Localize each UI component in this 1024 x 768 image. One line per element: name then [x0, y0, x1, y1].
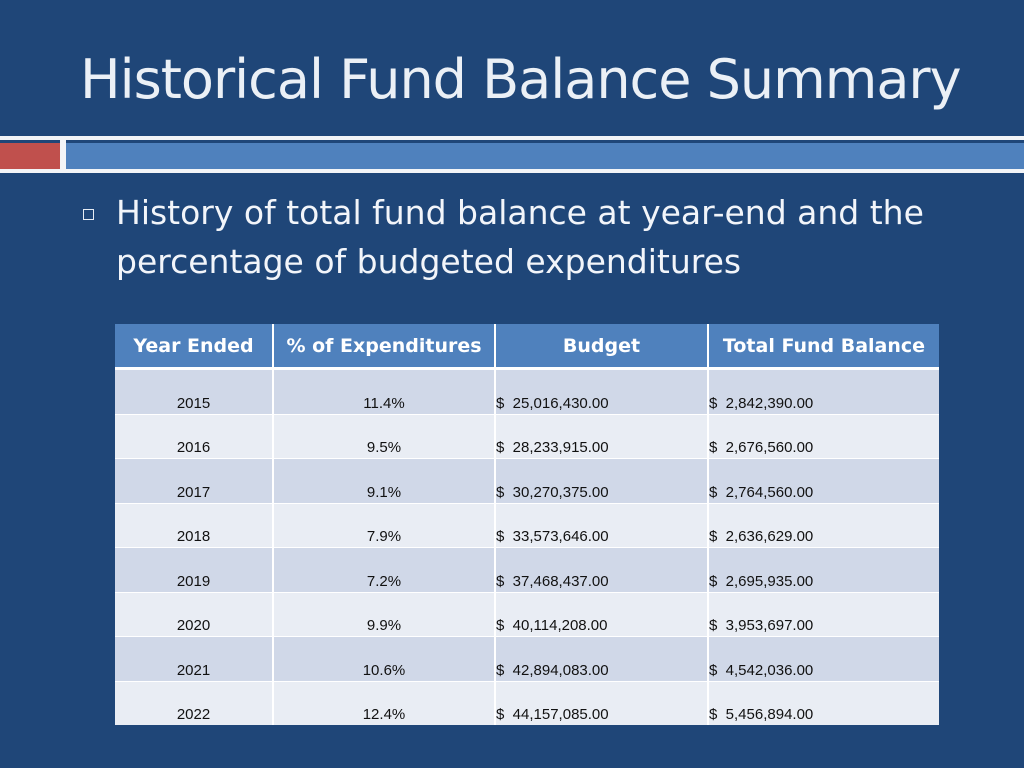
cell-pct: 12.4% — [273, 680, 496, 725]
header-budget: Budget — [495, 324, 709, 370]
cell-budget: $ 25,016,430.00 — [495, 368, 709, 414]
cell-budget: $ 44,157,085.00 — [495, 680, 709, 725]
cell-year: 2020 — [115, 591, 274, 637]
cell-balance: $ 4,542,036.00 — [708, 636, 939, 681]
table-header-row: Year Ended % of Expenditures Budget Tota… — [115, 324, 939, 370]
fund-balance-table: Year Ended % of Expenditures Budget Tota… — [115, 324, 939, 725]
cell-budget: $ 30,270,375.00 — [495, 458, 709, 503]
accent-bar-blue — [66, 143, 1024, 169]
cell-balance: $ 3,953,697.00 — [708, 591, 939, 637]
cell-pct: 10.6% — [273, 636, 496, 681]
accent-bar-gap — [60, 140, 66, 172]
cell-year: 2016 — [115, 413, 274, 459]
table-row: 2021 10.6% $ 42,894,083.00 $ 4,542,036.0… — [115, 636, 939, 681]
title-divider-bottom — [0, 169, 1024, 173]
cell-year: 2021 — [115, 636, 274, 681]
table-row: 2018 7.9% $ 33,573,646.00 $ 2,636,629.00 — [115, 502, 939, 548]
cell-balance: $ 2,636,629.00 — [708, 502, 939, 548]
table-row: 2022 12.4% $ 44,157,085.00 $ 5,456,894.0… — [115, 680, 939, 725]
bullet-text: History of total fund balance at year-en… — [116, 193, 924, 281]
cell-year: 2015 — [115, 368, 274, 414]
header-year-ended: Year Ended — [115, 324, 274, 370]
cell-budget: $ 37,468,437.00 — [495, 547, 709, 592]
title-divider-top — [0, 136, 1024, 140]
table-row: 2016 9.5% $ 28,233,915.00 $ 2,676,560.00 — [115, 413, 939, 459]
cell-budget: $ 33,573,646.00 — [495, 502, 709, 548]
table-row: 2015 11.4% $ 25,016,430.00 $ 2,842,390.0… — [115, 368, 939, 414]
cell-budget: $ 40,114,208.00 — [495, 591, 709, 637]
cell-balance: $ 2,676,560.00 — [708, 413, 939, 459]
cell-pct: 9.9% — [273, 591, 496, 637]
cell-pct: 7.9% — [273, 502, 496, 548]
header-pct-expenditures: % of Expenditures — [273, 324, 496, 370]
table-row: 2020 9.9% $ 40,114,208.00 $ 3,953,697.00 — [115, 591, 939, 637]
cell-year: 2022 — [115, 680, 274, 725]
cell-balance: $ 2,695,935.00 — [708, 547, 939, 592]
cell-year: 2019 — [115, 547, 274, 592]
cell-balance: $ 2,842,390.00 — [708, 368, 939, 414]
header-total-fund-balance: Total Fund Balance — [708, 324, 939, 370]
cell-budget: $ 28,233,915.00 — [495, 413, 709, 459]
cell-budget: $ 42,894,083.00 — [495, 636, 709, 681]
slide-title: Historical Fund Balance Summary — [80, 48, 962, 111]
accent-bar-red — [0, 143, 60, 169]
cell-pct: 7.2% — [273, 547, 496, 592]
cell-pct: 9.1% — [273, 458, 496, 503]
bullet-square-icon — [83, 209, 94, 220]
table-row: 2017 9.1% $ 30,270,375.00 $ 2,764,560.00 — [115, 458, 939, 503]
cell-year: 2018 — [115, 502, 274, 548]
cell-pct: 9.5% — [273, 413, 496, 459]
table-row: 2019 7.2% $ 37,468,437.00 $ 2,695,935.00 — [115, 547, 939, 592]
cell-balance: $ 2,764,560.00 — [708, 458, 939, 503]
cell-pct: 11.4% — [273, 368, 496, 414]
cell-balance: $ 5,456,894.00 — [708, 680, 939, 725]
cell-year: 2017 — [115, 458, 274, 503]
